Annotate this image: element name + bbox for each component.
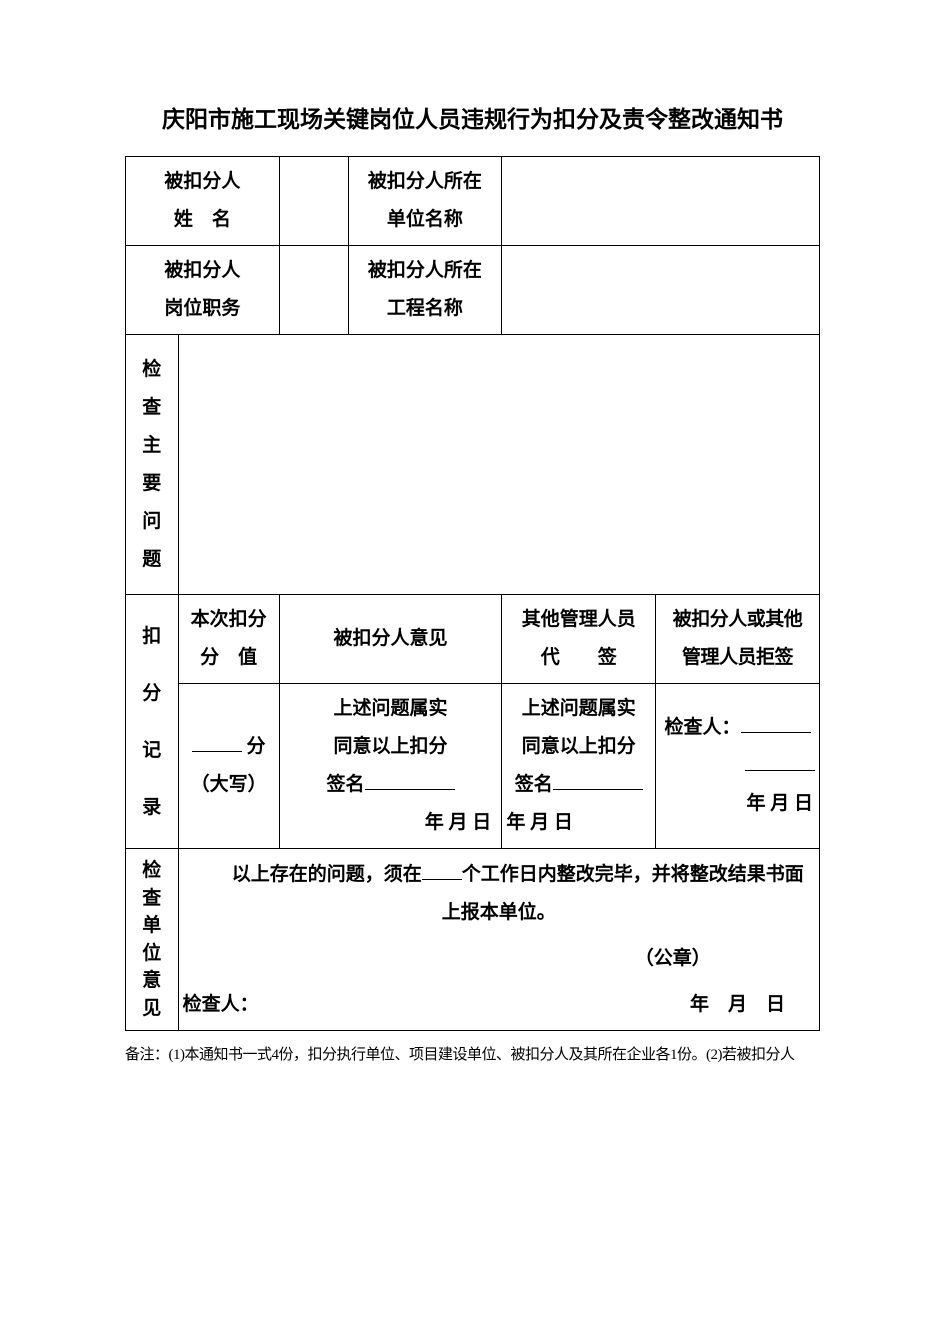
document-title: 庆阳市施工现场关键岗位人员违规行为扣分及责令整改通知书 bbox=[125, 100, 820, 134]
label-char: 主 bbox=[130, 427, 174, 465]
blank-signature bbox=[553, 769, 643, 790]
value-position bbox=[279, 246, 348, 335]
hdr-other-sign: 其他管理人员 代 签 bbox=[502, 595, 656, 684]
row-name: 被扣分人 姓 名 被扣分人所在 单位名称 bbox=[126, 157, 820, 246]
row-main-issues: 检 查 主 要 问 题 bbox=[126, 335, 820, 595]
row-position: 被扣分人 岗位职务 被扣分人所在 工程名称 bbox=[126, 246, 820, 335]
document-page: 庆阳市施工现场关键岗位人员违规行为扣分及责令整改通知书 被扣分人 姓 名 被扣分… bbox=[0, 0, 945, 1337]
seal-text: （公章） bbox=[635, 948, 711, 969]
cell-unit-opinion: 以上存在的问题，须在 个工作日内整改完毕，并将整改结果书面 上报本单位。 （公章）… bbox=[178, 849, 819, 1031]
label-text: 姓 名 bbox=[174, 209, 231, 230]
label-main-issues: 检 查 主 要 问 题 bbox=[126, 335, 179, 595]
label-text: 代 签 bbox=[541, 647, 617, 668]
label-text: 分 值 bbox=[200, 647, 257, 668]
opinion-signature-row: 检查人： 年 月 日 bbox=[183, 986, 815, 1024]
label-char: 扣 bbox=[130, 608, 174, 665]
label-char: 单 bbox=[126, 912, 178, 940]
date-label: 年 月 日 bbox=[506, 804, 651, 842]
label-char: 见 bbox=[126, 995, 178, 1023]
label-char: 检 bbox=[130, 351, 174, 389]
opinion-text: 上报本单位。 bbox=[442, 902, 556, 923]
hdr-score-value: 本次扣分 分 值 bbox=[178, 595, 279, 684]
value-project bbox=[502, 246, 820, 335]
label-char: 要 bbox=[130, 465, 174, 503]
row-score-body: 分 （大写） 上述问题属实 同意以上扣分 签名 年 月 日 上述问题属实 同意以… bbox=[126, 684, 820, 849]
label-char: 检 bbox=[126, 857, 178, 885]
label-text: 岗位职务 bbox=[164, 298, 240, 319]
date-label: 年 月 日 bbox=[660, 785, 815, 823]
opinion-text: 以上存在的问题，须在 bbox=[232, 864, 422, 885]
form-table: 被扣分人 姓 名 被扣分人所在 单位名称 被扣分人 岗位职务 被扣分人所在 工程… bbox=[125, 156, 820, 1031]
caption-text: （大写） bbox=[191, 774, 267, 795]
row-unit-opinion: 检 查 单 位 意 见 以上存在的问题，须在 个工作日内整改完毕，并将整改结果书面… bbox=[126, 849, 820, 1031]
footnote: 备注：(1)本通知书一式4份，扣分执行单位、项目建设单位、被扣分人及其所在企业各… bbox=[125, 1043, 820, 1067]
blank-signature bbox=[365, 769, 455, 790]
agree-text: 同意以上扣分 bbox=[284, 728, 498, 766]
label-text: 管理人员拒签 bbox=[682, 647, 793, 668]
cell-person-opinion: 上述问题属实 同意以上扣分 签名 年 月 日 bbox=[279, 684, 502, 849]
label-char: 记 bbox=[130, 722, 174, 779]
label-char: 查 bbox=[130, 389, 174, 427]
cell-other-sign: 上述问题属实 同意以上扣分 签名 年 月 日 bbox=[502, 684, 656, 849]
value-company bbox=[502, 157, 820, 246]
label-position: 被扣分人 岗位职务 bbox=[126, 246, 280, 335]
hdr-person-opinion: 被扣分人意见 bbox=[279, 595, 502, 684]
label-person-name: 被扣分人 姓 名 bbox=[126, 157, 280, 246]
label-char: 录 bbox=[130, 779, 174, 836]
sign-label: 签名 bbox=[515, 774, 553, 795]
unit-text: 分 bbox=[247, 736, 266, 757]
label-text: 被扣分人 bbox=[164, 171, 240, 192]
inspector-label: 检查人： bbox=[665, 717, 741, 738]
label-text: 本次扣分 bbox=[191, 609, 267, 630]
label-char: 查 bbox=[126, 885, 178, 913]
agree-text: 上述问题属实 bbox=[506, 690, 651, 728]
agree-text: 同意以上扣分 bbox=[506, 728, 651, 766]
opinion-text: 个工作日内整改完毕，并将整改结果书面 bbox=[462, 864, 804, 885]
label-score-record: 扣 分 记 录 bbox=[126, 595, 179, 849]
date-label: 年 月 日 bbox=[690, 986, 815, 1024]
label-text: 被扣分人所在 bbox=[368, 260, 482, 281]
label-text: 单位名称 bbox=[387, 209, 463, 230]
agree-text: 上述问题属实 bbox=[284, 690, 498, 728]
value-main-issues bbox=[178, 335, 819, 595]
label-text: 被扣分人所在 bbox=[368, 171, 482, 192]
label-char: 意 bbox=[126, 967, 178, 995]
cell-refuse-sign: 检查人： 年 月 日 bbox=[656, 684, 820, 849]
label-char: 分 bbox=[130, 665, 174, 722]
label-text: 被扣分人 bbox=[164, 260, 240, 281]
blank-line bbox=[745, 750, 815, 771]
blank-inspector bbox=[741, 712, 811, 733]
inspector-label: 检查人： bbox=[183, 986, 259, 1024]
label-text: 被扣分人或其他 bbox=[673, 609, 803, 630]
label-text: 其他管理人员 bbox=[522, 609, 636, 630]
opinion-line1: 以上存在的问题，须在 个工作日内整改完毕，并将整改结果书面 bbox=[183, 856, 815, 894]
cell-score-value: 分 （大写） bbox=[178, 684, 279, 849]
blank-score bbox=[192, 751, 242, 752]
label-text: 工程名称 bbox=[387, 298, 463, 319]
label-unit-opinion: 检 查 单 位 意 见 bbox=[126, 849, 179, 1031]
row-score-header: 扣 分 记 录 本次扣分 分 值 被扣分人意见 其他管理人员 代 签 被扣分人或… bbox=[126, 595, 820, 684]
date-label: 年 月 日 bbox=[284, 804, 498, 842]
blank-days bbox=[422, 859, 462, 880]
value-person-name bbox=[279, 157, 348, 246]
label-project: 被扣分人所在 工程名称 bbox=[348, 246, 502, 335]
hdr-refuse-sign: 被扣分人或其他 管理人员拒签 bbox=[656, 595, 820, 684]
seal-line: （公章） bbox=[183, 940, 815, 978]
label-char: 题 bbox=[130, 541, 174, 579]
label-company: 被扣分人所在 单位名称 bbox=[348, 157, 502, 246]
label-char: 位 bbox=[126, 940, 178, 968]
sign-label: 签名 bbox=[327, 774, 365, 795]
label-char: 问 bbox=[130, 503, 174, 541]
